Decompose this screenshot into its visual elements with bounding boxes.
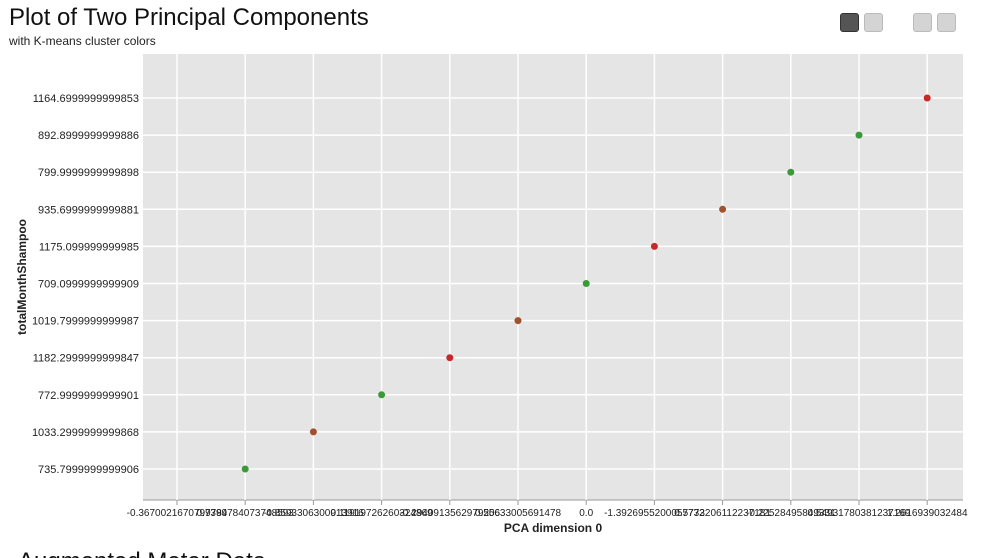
select-tool[interactable] [864,13,883,32]
point [923,94,931,102]
y-tick-label: 709.0999999999909 [38,279,139,291]
point [719,205,727,213]
y-tick-label: 935.6999999999881 [38,204,139,216]
point [582,280,590,287]
point [241,465,249,473]
y-tick-label: 892.8999999999886 [38,130,139,142]
chart: PCA dimension 0 totalMonthShampoo -0.367… [15,54,968,535]
pan-tool[interactable] [840,13,859,32]
x-tick-label: 0.5773206112237181 [674,508,771,519]
y-tick-label: 799.9999999999898 [38,167,139,179]
y-axis-title: totalMonthShampoo [15,219,29,335]
x-axis-title: PCA dimension 0 [504,521,603,535]
plot-area [143,54,963,500]
y-tick-label: 1033.2999999999868 [32,427,139,439]
y-tick-label: 1164.6999999999853 [33,93,139,105]
x-tick-label: 0.55633005691478 [475,508,562,519]
x-tick-label: 0.7399784073748593 [197,508,295,519]
y-tick-label: 1019.7999999999987 [32,316,139,328]
point [378,391,386,399]
x-tick-label: -1.3926955200057732 [604,508,705,519]
point [446,354,454,362]
point [514,317,522,325]
y-tick-label: 1175.099999999985 [39,241,139,253]
x-tick-label: -0.3670021670799784 [127,508,228,519]
point [787,168,795,176]
y-tick-label: 772.9999999999901 [38,390,139,402]
x-tick-label: -0.22528495849331 [746,508,836,519]
x-tick-label: 1.2616939032484 [887,508,968,519]
x-tick-label: -0.8593306300913916 [263,508,364,519]
x-tick-label: -0.2940913562979206 [399,508,500,519]
point [650,242,658,250]
point [855,131,863,139]
x-tick-label: 0.54931780381237169 [808,508,911,519]
point [309,428,317,436]
chart-title: Plot of Two Principal Components [9,4,369,31]
section-heading: Augmented Meter Data [18,548,266,558]
menu-tool[interactable] [937,13,956,32]
y-tick-label: 735.7999999999906 [38,464,139,476]
expand-tool[interactable] [913,13,932,32]
chart-subtitle: with K-means cluster colors [9,34,156,48]
x-tick-label: 0.11919726260324869 [331,508,434,519]
y-tick-label: 1182.2999999999847 [33,353,139,365]
x-tick-label: 0.0 [579,508,593,519]
